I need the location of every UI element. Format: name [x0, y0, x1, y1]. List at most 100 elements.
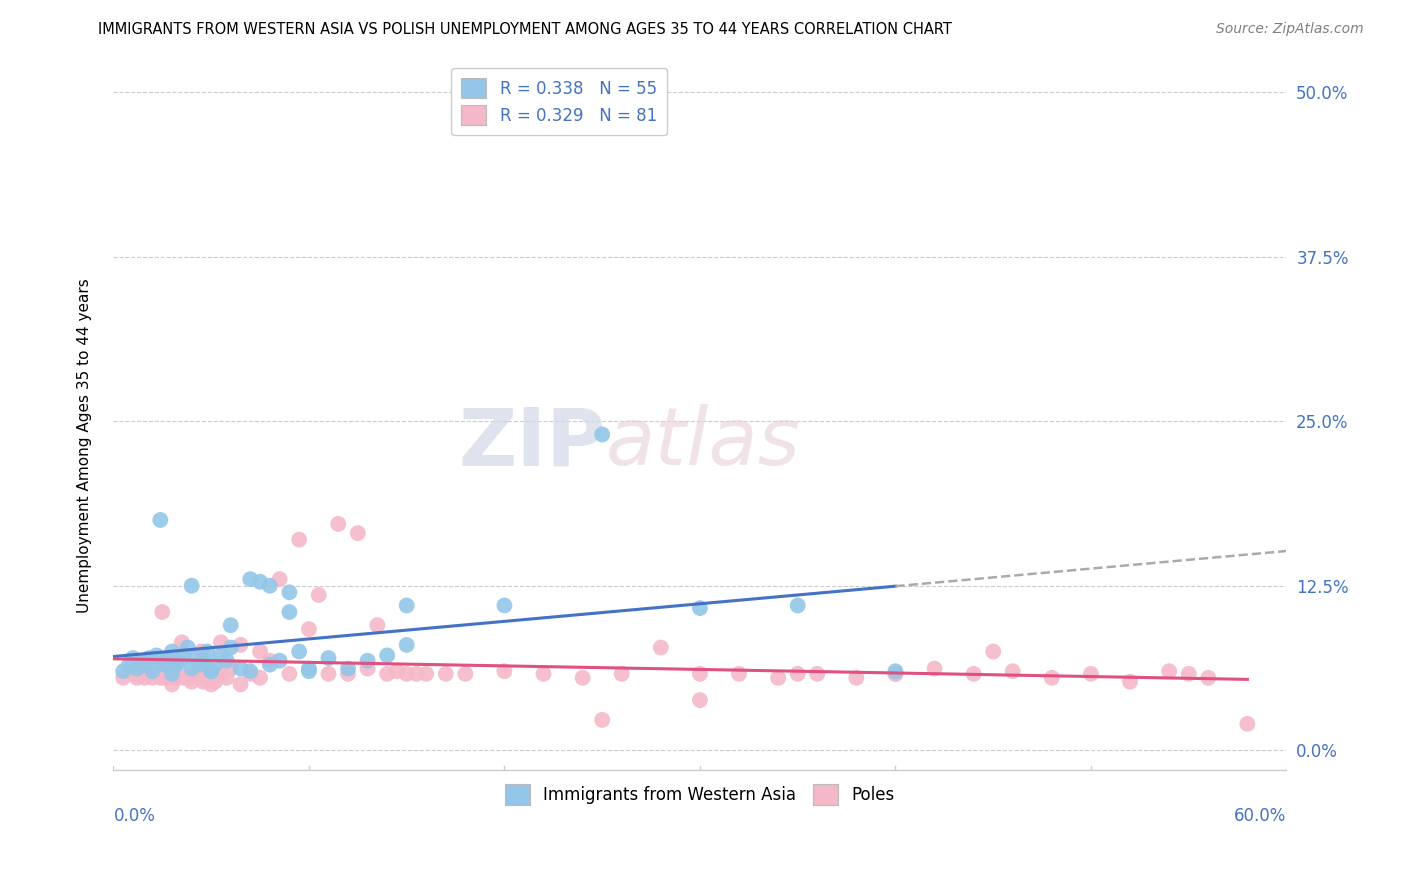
Point: [786, 599, 808, 613]
Point: [160, 677, 183, 691]
Point: [149, 671, 172, 685]
Point: [169, 666, 191, 681]
Point: [209, 666, 232, 681]
Point: [118, 664, 141, 678]
Point: [981, 644, 1004, 658]
Point: [219, 640, 242, 655]
Point: [591, 427, 613, 442]
Point: [298, 622, 321, 636]
Point: [177, 671, 200, 685]
Point: [184, 651, 207, 665]
Point: [1001, 664, 1024, 678]
Point: [298, 664, 321, 678]
Text: Source: ZipAtlas.com: Source: ZipAtlas.com: [1216, 22, 1364, 37]
Point: [160, 644, 183, 658]
Point: [259, 657, 281, 672]
Point: [149, 654, 172, 668]
Point: [375, 666, 398, 681]
Text: IMMIGRANTS FROM WESTERN ASIA VS POLISH UNEMPLOYMENT AMONG AGES 35 TO 44 YEARS CO: IMMIGRANTS FROM WESTERN ASIA VS POLISH U…: [98, 22, 952, 37]
Point: [806, 666, 828, 681]
Point: [884, 666, 907, 681]
Point: [180, 674, 202, 689]
Point: [141, 664, 163, 678]
Point: [689, 693, 711, 707]
Point: [337, 662, 360, 676]
Point: [204, 657, 226, 672]
Point: [118, 657, 141, 672]
Text: 0.0%: 0.0%: [114, 806, 155, 825]
Point: [188, 657, 211, 672]
Point: [610, 666, 633, 681]
Point: [239, 664, 262, 678]
Point: [1177, 666, 1199, 681]
Point: [454, 666, 477, 681]
Point: [1119, 674, 1142, 689]
Point: [125, 662, 148, 676]
Point: [173, 671, 195, 685]
Point: [728, 666, 751, 681]
Point: [395, 666, 418, 681]
Point: [173, 648, 195, 663]
Point: [129, 654, 152, 668]
Point: [269, 572, 291, 586]
Point: [195, 671, 218, 685]
Point: [249, 644, 271, 658]
Point: [689, 601, 711, 615]
Point: [366, 618, 388, 632]
Point: [591, 713, 613, 727]
Point: [259, 654, 281, 668]
Point: [1040, 671, 1063, 685]
Point: [193, 674, 215, 689]
Text: 60.0%: 60.0%: [1234, 806, 1286, 825]
Point: [278, 585, 301, 599]
Point: [963, 666, 986, 681]
Point: [215, 654, 238, 668]
Point: [229, 677, 252, 691]
Point: [884, 666, 907, 681]
Point: [786, 666, 808, 681]
Point: [153, 657, 176, 672]
Point: [1159, 664, 1181, 678]
Point: [112, 671, 135, 685]
Point: [229, 638, 252, 652]
Point: [494, 599, 516, 613]
Point: [278, 605, 301, 619]
Point: [405, 666, 427, 681]
Point: [249, 574, 271, 589]
Point: [177, 640, 200, 655]
Point: [138, 666, 160, 681]
Point: [571, 671, 593, 685]
Text: atlas: atlas: [606, 404, 801, 483]
Point: [170, 635, 193, 649]
Point: [145, 666, 167, 681]
Point: [239, 666, 262, 681]
Point: [129, 664, 152, 678]
Point: [157, 666, 180, 681]
Legend: Immigrants from Western Asia, Poles: Immigrants from Western Asia, Poles: [499, 778, 901, 811]
Point: [395, 599, 418, 613]
Point: [169, 654, 191, 668]
Text: Unemployment Among Ages 35 to 44 years: Unemployment Among Ages 35 to 44 years: [77, 278, 91, 614]
Point: [395, 638, 418, 652]
Point: [1080, 666, 1102, 681]
Point: [533, 666, 555, 681]
Point: [346, 526, 368, 541]
Point: [209, 648, 232, 663]
Point: [239, 572, 262, 586]
Point: [138, 651, 160, 665]
Point: [318, 666, 340, 681]
Point: [884, 664, 907, 678]
Point: [215, 671, 238, 685]
Point: [150, 605, 173, 619]
Point: [188, 671, 211, 685]
Text: ZIP: ZIP: [458, 404, 606, 483]
Point: [766, 671, 789, 685]
Point: [269, 654, 291, 668]
Point: [165, 671, 187, 685]
Point: [1197, 671, 1219, 685]
Point: [125, 671, 148, 685]
Point: [157, 651, 180, 665]
Point: [200, 664, 222, 678]
Point: [209, 635, 232, 649]
Point: [385, 664, 408, 678]
